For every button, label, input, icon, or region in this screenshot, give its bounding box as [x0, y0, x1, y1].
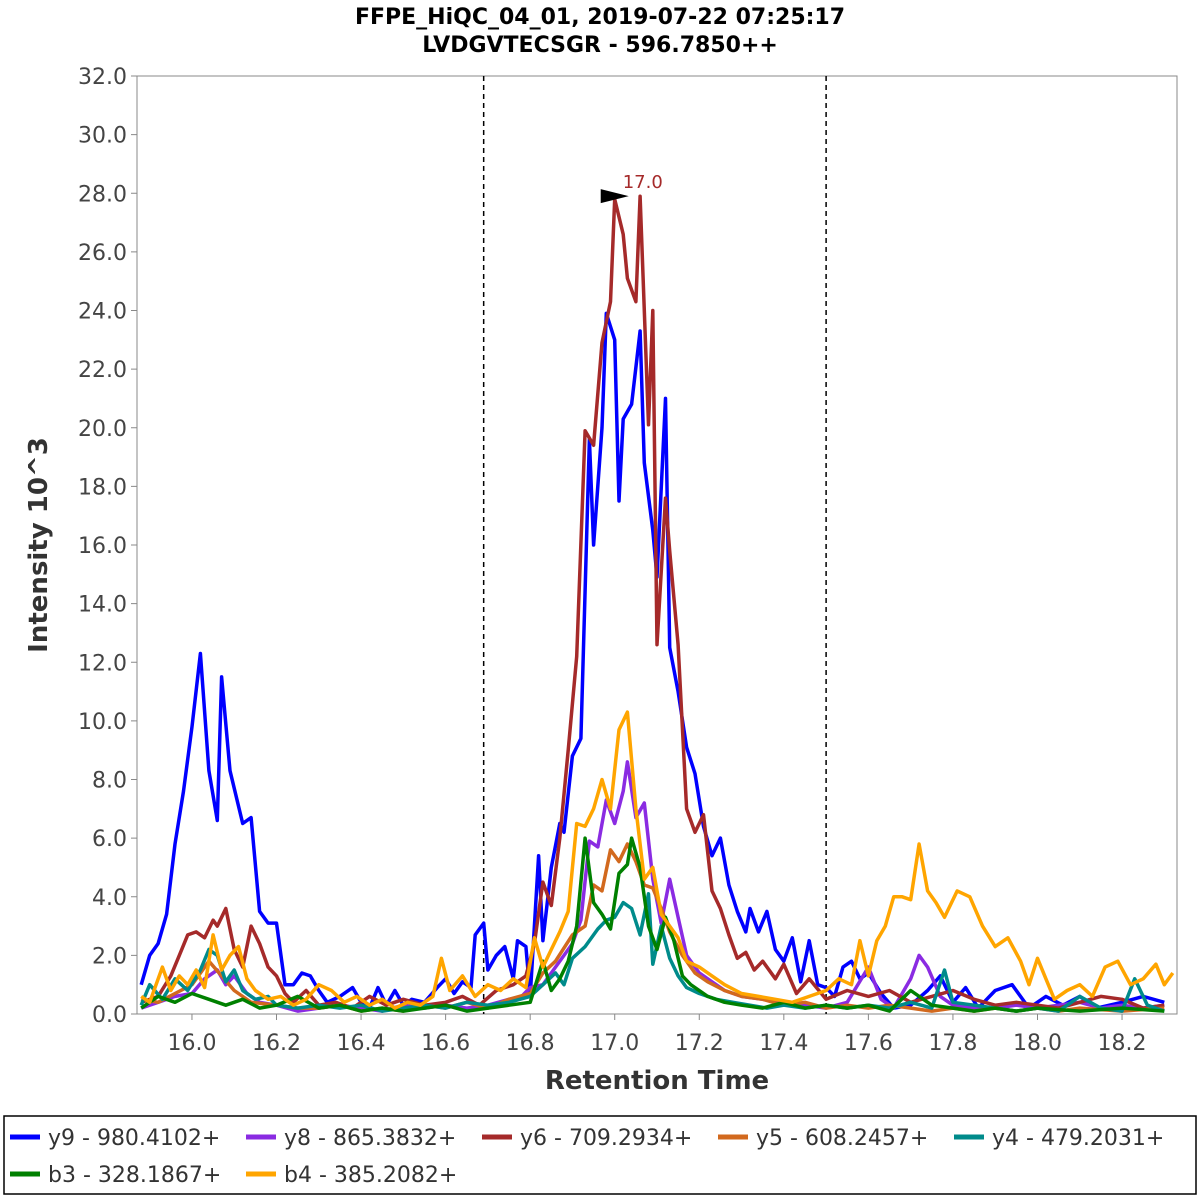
series-line-6: [140, 836, 1165, 1013]
x-axis-ticks: 16.0 16.2 16.4 16.6 16.8 17.0 17.2 17.4 17.6 17.8…: [167, 1014, 1147, 1056]
y-tick-label: 16.0: [78, 534, 127, 559]
x-tick-label: 17.4: [759, 1031, 808, 1056]
series-line-5: [139, 892, 1165, 1013]
x-tick-label: 18.2: [1098, 1031, 1147, 1056]
legend-label-2: y8 - 865.3832+: [284, 1126, 456, 1151]
legend-label-7: b4 - 385.2082+: [284, 1163, 457, 1188]
chart-subtitle: LVDGVTECSGR - 596.7850++: [422, 33, 778, 58]
peak-annotation-label: 17.0: [623, 172, 663, 193]
y-tick-label: 0.0: [92, 1003, 127, 1028]
chart-title: FFPE_HiQC_04_01, 2019-07-22 07:25:17: [355, 5, 845, 30]
y-axis-ticks: 0.0 2.0 4.0 6.0 8.0 10.0 12.0 14.0 16.0 18.0 20.0 2…: [78, 65, 137, 1028]
y-tick-label: 12.0: [78, 651, 127, 676]
y-tick-label: 26.0: [78, 241, 127, 266]
series-line-7: [140, 710, 1175, 1010]
legend: y9 - 980.4102+ y8 - 865.3832+ y6 - 709.293…: [10, 1126, 1164, 1188]
x-tick-label: 17.8: [928, 1031, 977, 1056]
y-tick-label: 30.0: [78, 124, 127, 149]
y-tick-label: 18.0: [78, 475, 127, 500]
y-tick-label: 2.0: [92, 944, 127, 969]
peak-annotation: 17.0: [600, 172, 663, 204]
y-tick-label: 22.0: [78, 358, 127, 383]
x-tick-label: 16.8: [506, 1031, 555, 1056]
y-tick-label: 20.0: [78, 417, 127, 442]
legend-label-5: y4 - 479.2031+: [992, 1126, 1164, 1151]
x-axis-label: Retention Time: [545, 1066, 769, 1096]
legend-label-1: y9 - 980.4102+: [48, 1126, 220, 1151]
x-tick-label: 16.2: [252, 1031, 301, 1056]
x-tick-label: 17.6: [844, 1031, 893, 1056]
legend-box: [3, 1115, 1197, 1195]
y-tick-label: 10.0: [78, 710, 127, 735]
legend-label-3: y6 - 709.2934+: [520, 1126, 692, 1151]
x-tick-label: 16.4: [337, 1031, 386, 1056]
y-axis-label: Intensity 10^3: [24, 437, 54, 653]
integration-bounds: [482, 76, 827, 1014]
peak-arrow-icon: [600, 189, 629, 204]
series-lines: [139, 194, 1175, 1013]
y-tick-label: 6.0: [92, 827, 127, 852]
x-tick-label: 18.0: [1013, 1031, 1062, 1056]
y-tick-label: 28.0: [78, 182, 127, 207]
y-tick-label: 8.0: [92, 769, 127, 794]
y-tick-label: 32.0: [78, 65, 127, 90]
y-tick-label: 24.0: [78, 300, 127, 325]
series-line-3: [140, 194, 1165, 1010]
x-tick-label: 16.0: [167, 1031, 216, 1056]
x-tick-label: 17.0: [590, 1031, 639, 1056]
y-tick-label: 14.0: [78, 593, 127, 618]
y-tick-label: 4.0: [92, 886, 127, 911]
series-line-2: [140, 760, 1165, 1013]
legend-label-4: y5 - 608.2457+: [756, 1126, 928, 1151]
legend-label-6: b3 - 328.1867+: [48, 1163, 221, 1188]
x-tick-label: 16.6: [421, 1031, 470, 1056]
x-tick-label: 17.2: [675, 1031, 724, 1056]
